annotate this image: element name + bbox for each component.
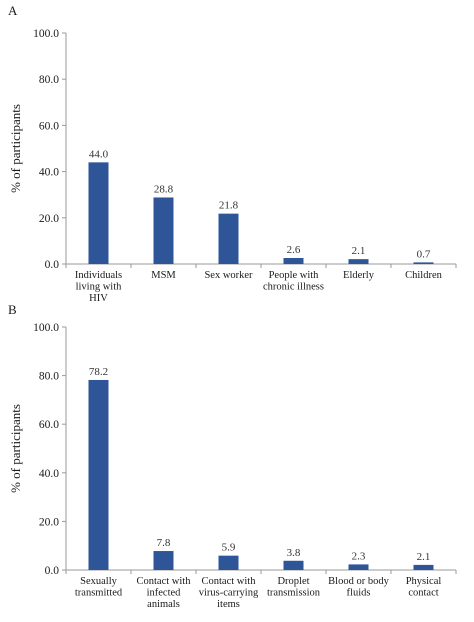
panel-b: B % of participants 0.0 20.0 40.0 60.0 80.0 100… xyxy=(8,302,457,610)
panel-a-bar xyxy=(283,257,304,264)
panel-b-bar xyxy=(413,564,434,570)
panel-a-category-label: People with chronic illness xyxy=(263,270,324,293)
panel-b-y-tick-label: 20.0 xyxy=(39,516,59,528)
panel-b-y-tick-label: 0.0 xyxy=(45,565,60,577)
panel-a-y-tick-label: 20.0 xyxy=(39,213,59,225)
panel-b-category-label: Sexually transmitted xyxy=(75,576,123,599)
panel-a-bar xyxy=(153,197,174,264)
panel-b-data-label: 78.2 xyxy=(89,366,108,378)
panel-b-data-label: 3.8 xyxy=(287,547,301,559)
panel-a-bar xyxy=(413,262,434,264)
panel-a-data-label: 0.7 xyxy=(417,248,431,260)
panel-b-y-tick-label: 60.0 xyxy=(39,419,59,431)
panel-a-y-tick-label: 0.0 xyxy=(45,259,60,271)
panel-b-category-label: Droplet transmission xyxy=(267,576,321,599)
panel-b-bar xyxy=(283,560,304,570)
panel-b-bar xyxy=(88,379,109,570)
panel-b-y-axis-label: % of participants xyxy=(8,404,23,493)
panel-a-y-axis-label: % of participants xyxy=(8,104,23,193)
panel-b-category-label: Contact with virus-carrying items xyxy=(199,576,259,610)
panel-b-bar xyxy=(153,551,174,570)
panel-b-data-label: 5.9 xyxy=(222,542,236,554)
panel-a-data-label: 2.6 xyxy=(287,244,301,256)
panel-a: A % of participants 0.0 20.0 40.0 60.0 80.0 100… xyxy=(8,3,457,304)
panel-b-category-label: Contact with infected animals xyxy=(137,576,192,610)
panel-a-bar xyxy=(348,259,369,264)
panel-a-category-label: Children xyxy=(405,270,442,281)
panel-a-category-label: Elderly xyxy=(343,270,375,281)
panel-a-y-tick-label: 100.0 xyxy=(33,28,59,40)
panel-b-letter: B xyxy=(8,302,17,317)
panel-a-data-label: 44.0 xyxy=(89,148,109,160)
panel-b-bar xyxy=(348,564,369,570)
panel-a-y-tick-label: 40.0 xyxy=(39,167,59,179)
panel-a-data-label: 21.8 xyxy=(219,200,239,212)
panel-b-data-label: 7.8 xyxy=(157,537,171,549)
panel-b-data-label: 2.1 xyxy=(417,551,431,563)
panel-a-data-label: 2.1 xyxy=(352,245,366,257)
panel-b-data-label: 2.3 xyxy=(352,550,366,562)
panel-b-y-tick-label: 80.0 xyxy=(39,371,59,383)
panel-b-category-label: Blood or body fluids xyxy=(328,576,389,599)
panel-a-y-tick-label: 60.0 xyxy=(39,120,59,132)
panel-a-bar xyxy=(218,213,239,264)
panel-a-data-label: 28.8 xyxy=(154,183,174,195)
panel-b-bar xyxy=(218,555,239,570)
panel-a-letter: A xyxy=(8,3,18,18)
panel-b-y-tick-label: 40.0 xyxy=(39,468,59,480)
panel-a-category-label: Sex worker xyxy=(204,270,253,281)
panel-a-category-label: MSM xyxy=(151,270,176,281)
panel-a-bar xyxy=(88,162,109,264)
panel-a-y-tick-label: 80.0 xyxy=(39,74,59,86)
panel-b-category-label: Physical contact xyxy=(406,576,442,599)
panel-b-y-tick-label: 100.0 xyxy=(33,322,59,334)
panel-a-category-label: Individuals living with HIV xyxy=(75,270,122,304)
